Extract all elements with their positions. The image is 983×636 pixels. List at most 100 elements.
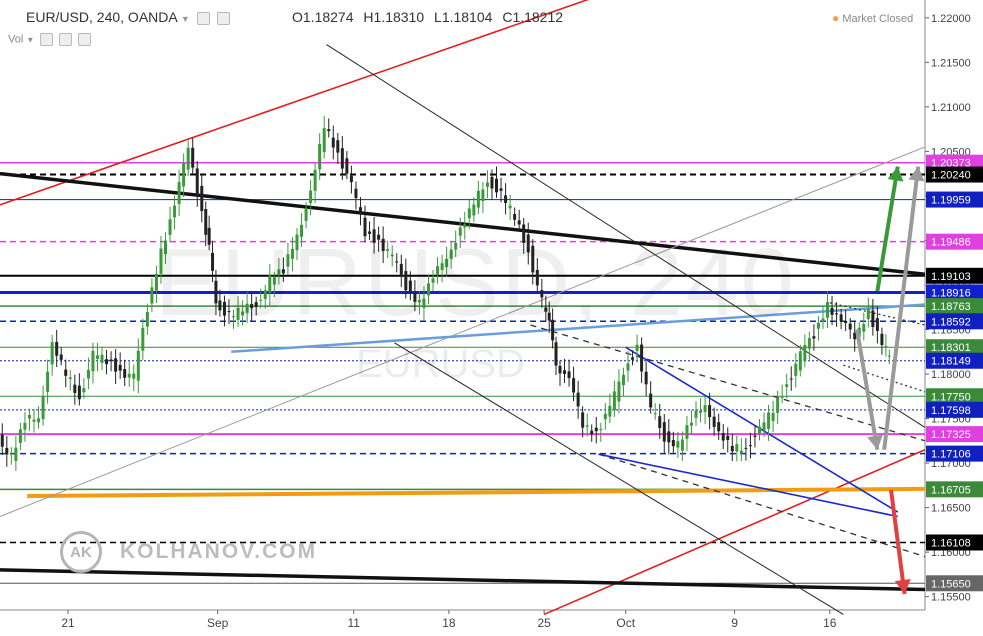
candle-body — [32, 419, 36, 422]
level-label: 1.18149 — [931, 356, 971, 368]
level-label-box — [926, 401, 983, 418]
candle-body — [551, 319, 555, 341]
level-label: 1.17598 — [931, 405, 971, 417]
candle-body — [77, 385, 81, 400]
grey-up-arrow-head — [908, 166, 925, 182]
candle-body — [862, 324, 866, 332]
candle-body — [603, 413, 607, 420]
candle-body — [222, 301, 226, 316]
candle-body — [454, 242, 458, 250]
level-label-box — [926, 233, 983, 250]
candle-body — [154, 273, 158, 291]
candle-body — [422, 298, 426, 308]
level-label-box — [926, 298, 983, 315]
level-label-box — [926, 445, 983, 462]
candle-body — [481, 189, 485, 202]
candle-body — [871, 310, 875, 327]
candle-body — [866, 309, 870, 320]
candle-body — [18, 429, 22, 443]
volume-add-icon[interactable] — [59, 33, 73, 46]
level-label-box — [926, 284, 983, 301]
ohlc-high-value: 1.18310 — [373, 9, 425, 25]
candle-body — [689, 422, 693, 426]
candle-body — [708, 405, 712, 418]
candle-body — [653, 413, 657, 415]
candle-body — [445, 258, 449, 268]
symbol-watermark: EURUSD, 240 — [155, 229, 796, 336]
candle-body — [540, 290, 544, 298]
candle-body — [467, 208, 471, 219]
candle-body — [472, 204, 476, 216]
grey-down-arrow — [855, 329, 880, 451]
red-down-arrow-head — [894, 579, 911, 594]
candle-body — [495, 178, 499, 193]
y-tick-label: 1.15500 — [931, 592, 971, 604]
candle-body — [621, 374, 625, 386]
candle-body — [386, 249, 390, 251]
clock-icon: ● — [832, 11, 840, 25]
candle-body — [887, 355, 891, 357]
candle-body — [195, 168, 199, 195]
candle-body — [227, 311, 231, 313]
candle-body — [753, 435, 757, 437]
candle-body — [191, 147, 195, 168]
level-label: 1.16108 — [931, 537, 971, 549]
candle-body — [395, 261, 399, 263]
candle-body — [798, 351, 802, 371]
candle-body — [436, 266, 440, 276]
visibility-icon[interactable] — [216, 11, 230, 25]
candle-body — [399, 263, 403, 275]
candle-body — [313, 169, 317, 191]
black-dashed-mid2 — [598, 453, 926, 558]
candle-body — [517, 220, 521, 225]
dotted-upper — [829, 302, 926, 326]
symbol-title[interactable]: EUR/USD, 240, OANDA — [26, 9, 177, 25]
settings-icon[interactable] — [196, 11, 210, 25]
candle-body — [522, 224, 526, 243]
candle-body — [816, 322, 820, 329]
volume-indicator[interactable]: Vol ▼ — [8, 33, 92, 46]
level-label-box — [926, 313, 983, 330]
volume-dropdown-icon[interactable]: ▼ — [26, 35, 35, 45]
black-thin-upper — [326, 44, 926, 428]
candle-body — [767, 412, 771, 429]
symbol-dropdown-icon[interactable]: ▼ — [180, 14, 190, 24]
level-label: 1.17106 — [931, 449, 971, 461]
candle-body — [186, 147, 190, 170]
level-label: 1.20240 — [931, 170, 971, 182]
candle-body — [776, 398, 780, 413]
volume-settings-icon[interactable] — [40, 33, 54, 46]
candle-body — [803, 345, 807, 362]
dotted-lower — [843, 364, 926, 393]
ohlc-open-value: 1.18274 — [302, 9, 354, 25]
candle-body — [268, 275, 272, 293]
candle-body — [390, 254, 394, 257]
candle-body — [105, 359, 109, 365]
candle-body — [640, 344, 644, 372]
level-label-box — [926, 166, 983, 183]
volume-close-icon[interactable] — [78, 33, 92, 46]
brand-watermark: AK KOLHANOV.COM — [60, 530, 317, 574]
candle-body — [114, 358, 118, 372]
candle-body — [164, 240, 168, 255]
ohlc-close-value: 1.18212 — [512, 9, 564, 25]
candle-body — [526, 234, 530, 253]
candle-body — [676, 441, 680, 448]
candle-body — [413, 292, 417, 302]
candle-body — [730, 445, 734, 452]
candle-body — [27, 415, 31, 419]
candle-body — [712, 416, 716, 427]
candle-body — [426, 283, 430, 296]
candle-body — [735, 444, 739, 452]
y-tick-label: 1.16500 — [931, 503, 971, 515]
candle-body — [363, 217, 367, 237]
candle-body — [531, 245, 535, 273]
candle-body — [404, 271, 408, 291]
ohlc-high-label: H — [363, 9, 374, 25]
candle-body — [617, 381, 621, 402]
level-label-box — [926, 339, 983, 356]
volume-label: Vol — [8, 33, 24, 46]
chart-header: EUR/USD, 240, OANDA ▼ O1.18274 H1.18310 … — [0, 0, 925, 34]
level-label: 1.19959 — [931, 195, 971, 207]
